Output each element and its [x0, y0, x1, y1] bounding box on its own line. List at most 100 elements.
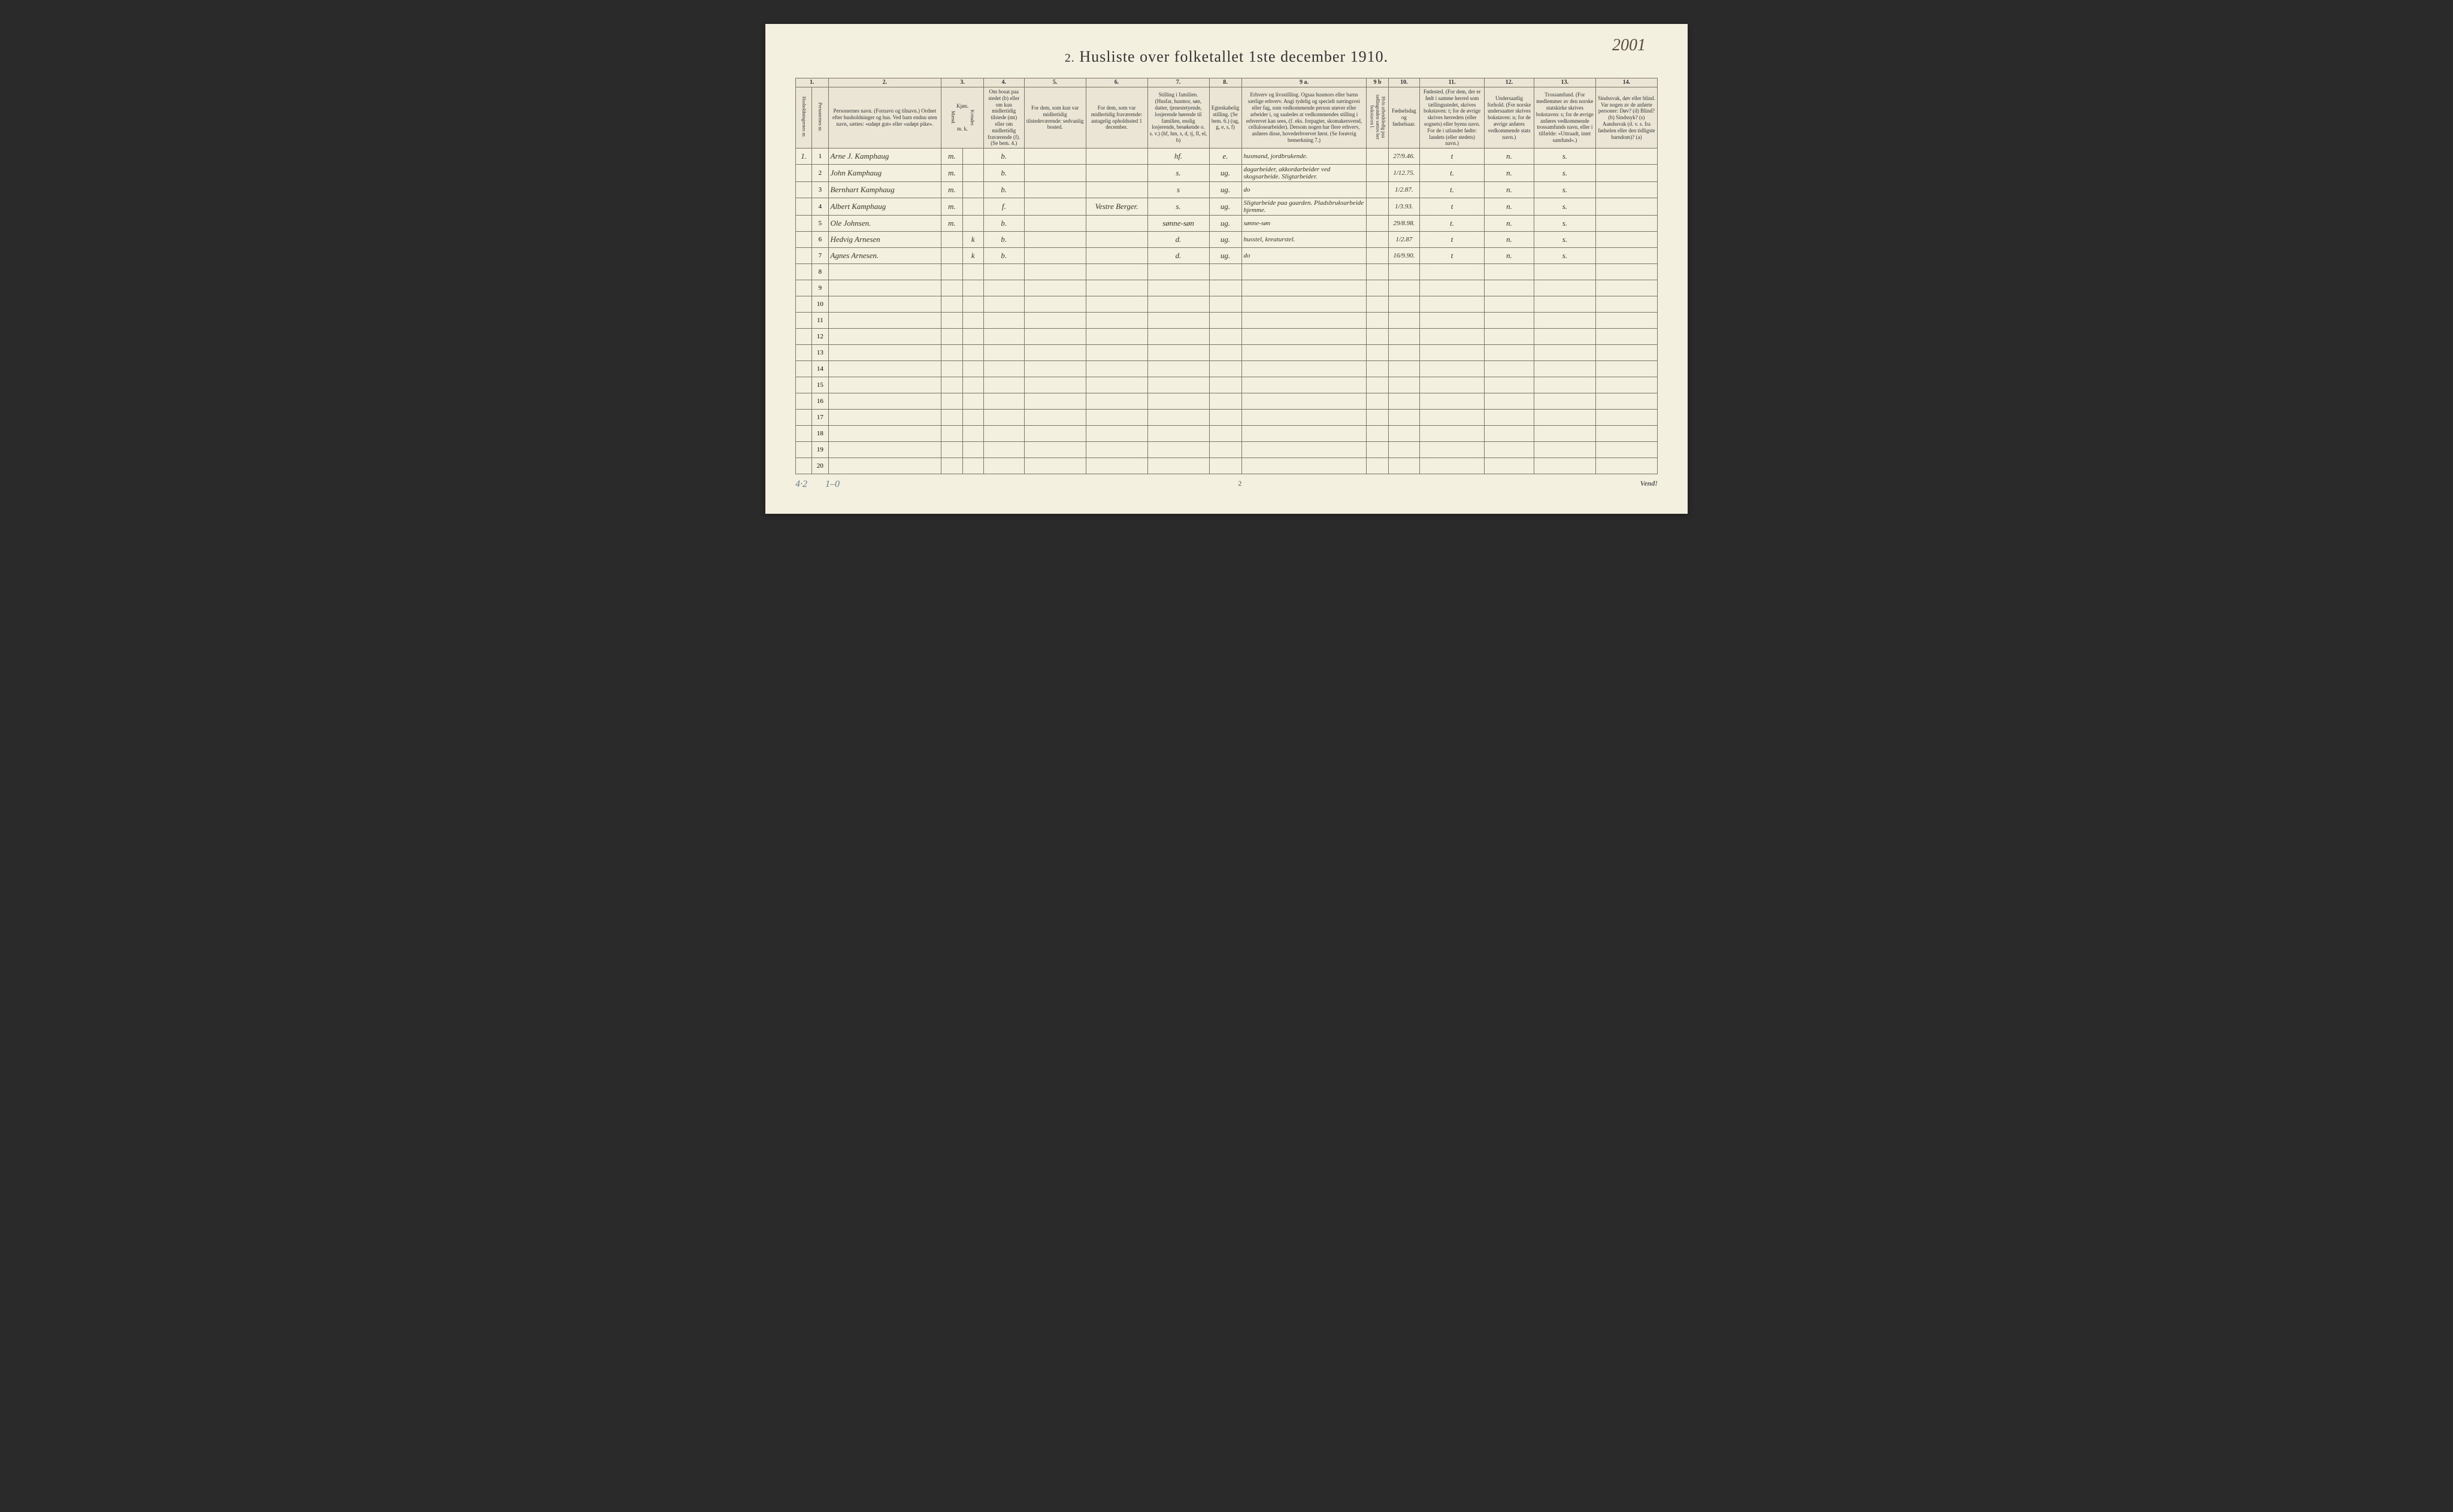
- hdr-residence: Om bosat paa stedet (b) eller om kun mid…: [983, 87, 1024, 149]
- cell-sex-m: [941, 426, 962, 442]
- table-header: 1. 2. 3. 4. 5. 6. 7. 8. 9 a. 9 b 10. 11.…: [796, 78, 1658, 149]
- cell-occupation: [1241, 280, 1367, 296]
- cell-usual: [1024, 198, 1086, 216]
- cell-unemployed: [1367, 198, 1388, 216]
- cell-household-nr: [796, 377, 812, 393]
- cell-nationality: n.: [1485, 232, 1534, 248]
- hdr-birthplace: Fødested. (For dem, der er født i samme …: [1420, 87, 1485, 149]
- cell-relation: [1147, 264, 1209, 280]
- cell-sex-m: [941, 361, 962, 377]
- cell-disability: [1595, 377, 1657, 393]
- cell-relation: [1147, 280, 1209, 296]
- hdr-marital: Egteskabelig stilling. (Se bem. 6.) (ug,…: [1209, 87, 1241, 149]
- cell-residence: [983, 410, 1024, 426]
- cell-person-nr: 20: [812, 458, 828, 474]
- cell-away: [1086, 182, 1147, 198]
- cell-unemployed: [1367, 264, 1388, 280]
- cell-residence: [983, 393, 1024, 410]
- cell-household-nr: [796, 296, 812, 313]
- cell-sex-m: m.: [941, 182, 962, 198]
- hdr-religion: Trossamfund. (For medlemmer av den norsk…: [1534, 87, 1595, 149]
- colnum-9a: 9 a.: [1241, 78, 1367, 87]
- cell-disability: [1595, 313, 1657, 329]
- cell-sex-k: [962, 313, 983, 329]
- cell-name: [828, 345, 941, 361]
- cell-name: [828, 264, 941, 280]
- colnum-7: 7.: [1147, 78, 1209, 87]
- cell-sex-k: [962, 377, 983, 393]
- cell-sex-m: [941, 345, 962, 361]
- cell-disability: [1595, 458, 1657, 474]
- cell-away: [1086, 232, 1147, 248]
- cell-sex-k: [962, 458, 983, 474]
- cell-occupation: [1241, 393, 1367, 410]
- cell-sex-m: [941, 410, 962, 426]
- cell-person-nr: 8: [812, 264, 828, 280]
- page-footer: 4·2 1–0 2 Vend!: [795, 479, 1658, 490]
- cell-name: John Kamphaug: [828, 165, 941, 182]
- cell-name: Bernhart Kamphaug: [828, 182, 941, 198]
- cell-marital: [1209, 329, 1241, 345]
- hdr-household-nr: Husholdningernes nr.: [796, 87, 812, 149]
- cell-unemployed: [1367, 361, 1388, 377]
- cell-residence: b.: [983, 232, 1024, 248]
- cell-nationality: [1485, 458, 1534, 474]
- cell-residence: [983, 280, 1024, 296]
- cell-sex-m: m.: [941, 165, 962, 182]
- cell-nationality: [1485, 393, 1534, 410]
- cell-marital: [1209, 345, 1241, 361]
- cell-name: [828, 410, 941, 426]
- cell-sex-k: k: [962, 248, 983, 264]
- cell-religion: [1534, 345, 1595, 361]
- cell-residence: [983, 264, 1024, 280]
- cell-sex-m: [941, 280, 962, 296]
- cell-household-nr: [796, 426, 812, 442]
- cell-person-nr: 3: [812, 182, 828, 198]
- cell-nationality: [1485, 377, 1534, 393]
- cell-household-nr: [796, 458, 812, 474]
- colnum-1: 1.: [796, 78, 829, 87]
- cell-unemployed: [1367, 248, 1388, 264]
- cell-unemployed: [1367, 329, 1388, 345]
- cell-name: [828, 426, 941, 442]
- cell-away: [1086, 248, 1147, 264]
- cell-dob: [1388, 410, 1420, 426]
- cell-person-nr: 11: [812, 313, 828, 329]
- cell-dob: [1388, 296, 1420, 313]
- cell-occupation: [1241, 329, 1367, 345]
- footer-annotation-1: 4·2: [795, 479, 807, 489]
- cell-occupation: Sligtarbeide paa gaarden. Pladsbruksarbe…: [1241, 198, 1367, 216]
- cell-disability: [1595, 216, 1657, 232]
- cell-usual: [1024, 165, 1086, 182]
- cell-residence: [983, 458, 1024, 474]
- cell-relation: hf.: [1147, 149, 1209, 165]
- cell-marital: [1209, 264, 1241, 280]
- cell-sex-m: [941, 377, 962, 393]
- cell-sex-k: [962, 149, 983, 165]
- cell-name: Agnes Arnesen.: [828, 248, 941, 264]
- cell-occupation: [1241, 377, 1367, 393]
- cell-unemployed: [1367, 165, 1388, 182]
- cell-religion: [1534, 458, 1595, 474]
- cell-person-nr: 19: [812, 442, 828, 458]
- cell-sex-m: m.: [941, 149, 962, 165]
- cell-religion: [1534, 426, 1595, 442]
- cell-nationality: [1485, 410, 1534, 426]
- cell-occupation: do: [1241, 248, 1367, 264]
- cell-usual: [1024, 280, 1086, 296]
- cell-household-nr: [796, 280, 812, 296]
- cell-away: [1086, 149, 1147, 165]
- hdr-nationality: Undersaatlig forhold. (For norske unders…: [1485, 87, 1534, 149]
- cell-dob: 16/9.90.: [1388, 248, 1420, 264]
- cell-sex-k: [962, 426, 983, 442]
- cell-nationality: n.: [1485, 198, 1534, 216]
- cell-sex-k: k: [962, 232, 983, 248]
- cell-name: [828, 329, 941, 345]
- colnum-10: 10.: [1388, 78, 1420, 87]
- cell-marital: [1209, 313, 1241, 329]
- cell-religion: [1534, 393, 1595, 410]
- cell-marital: [1209, 458, 1241, 474]
- cell-usual: [1024, 410, 1086, 426]
- table-row: 15: [796, 377, 1658, 393]
- cell-away: [1086, 442, 1147, 458]
